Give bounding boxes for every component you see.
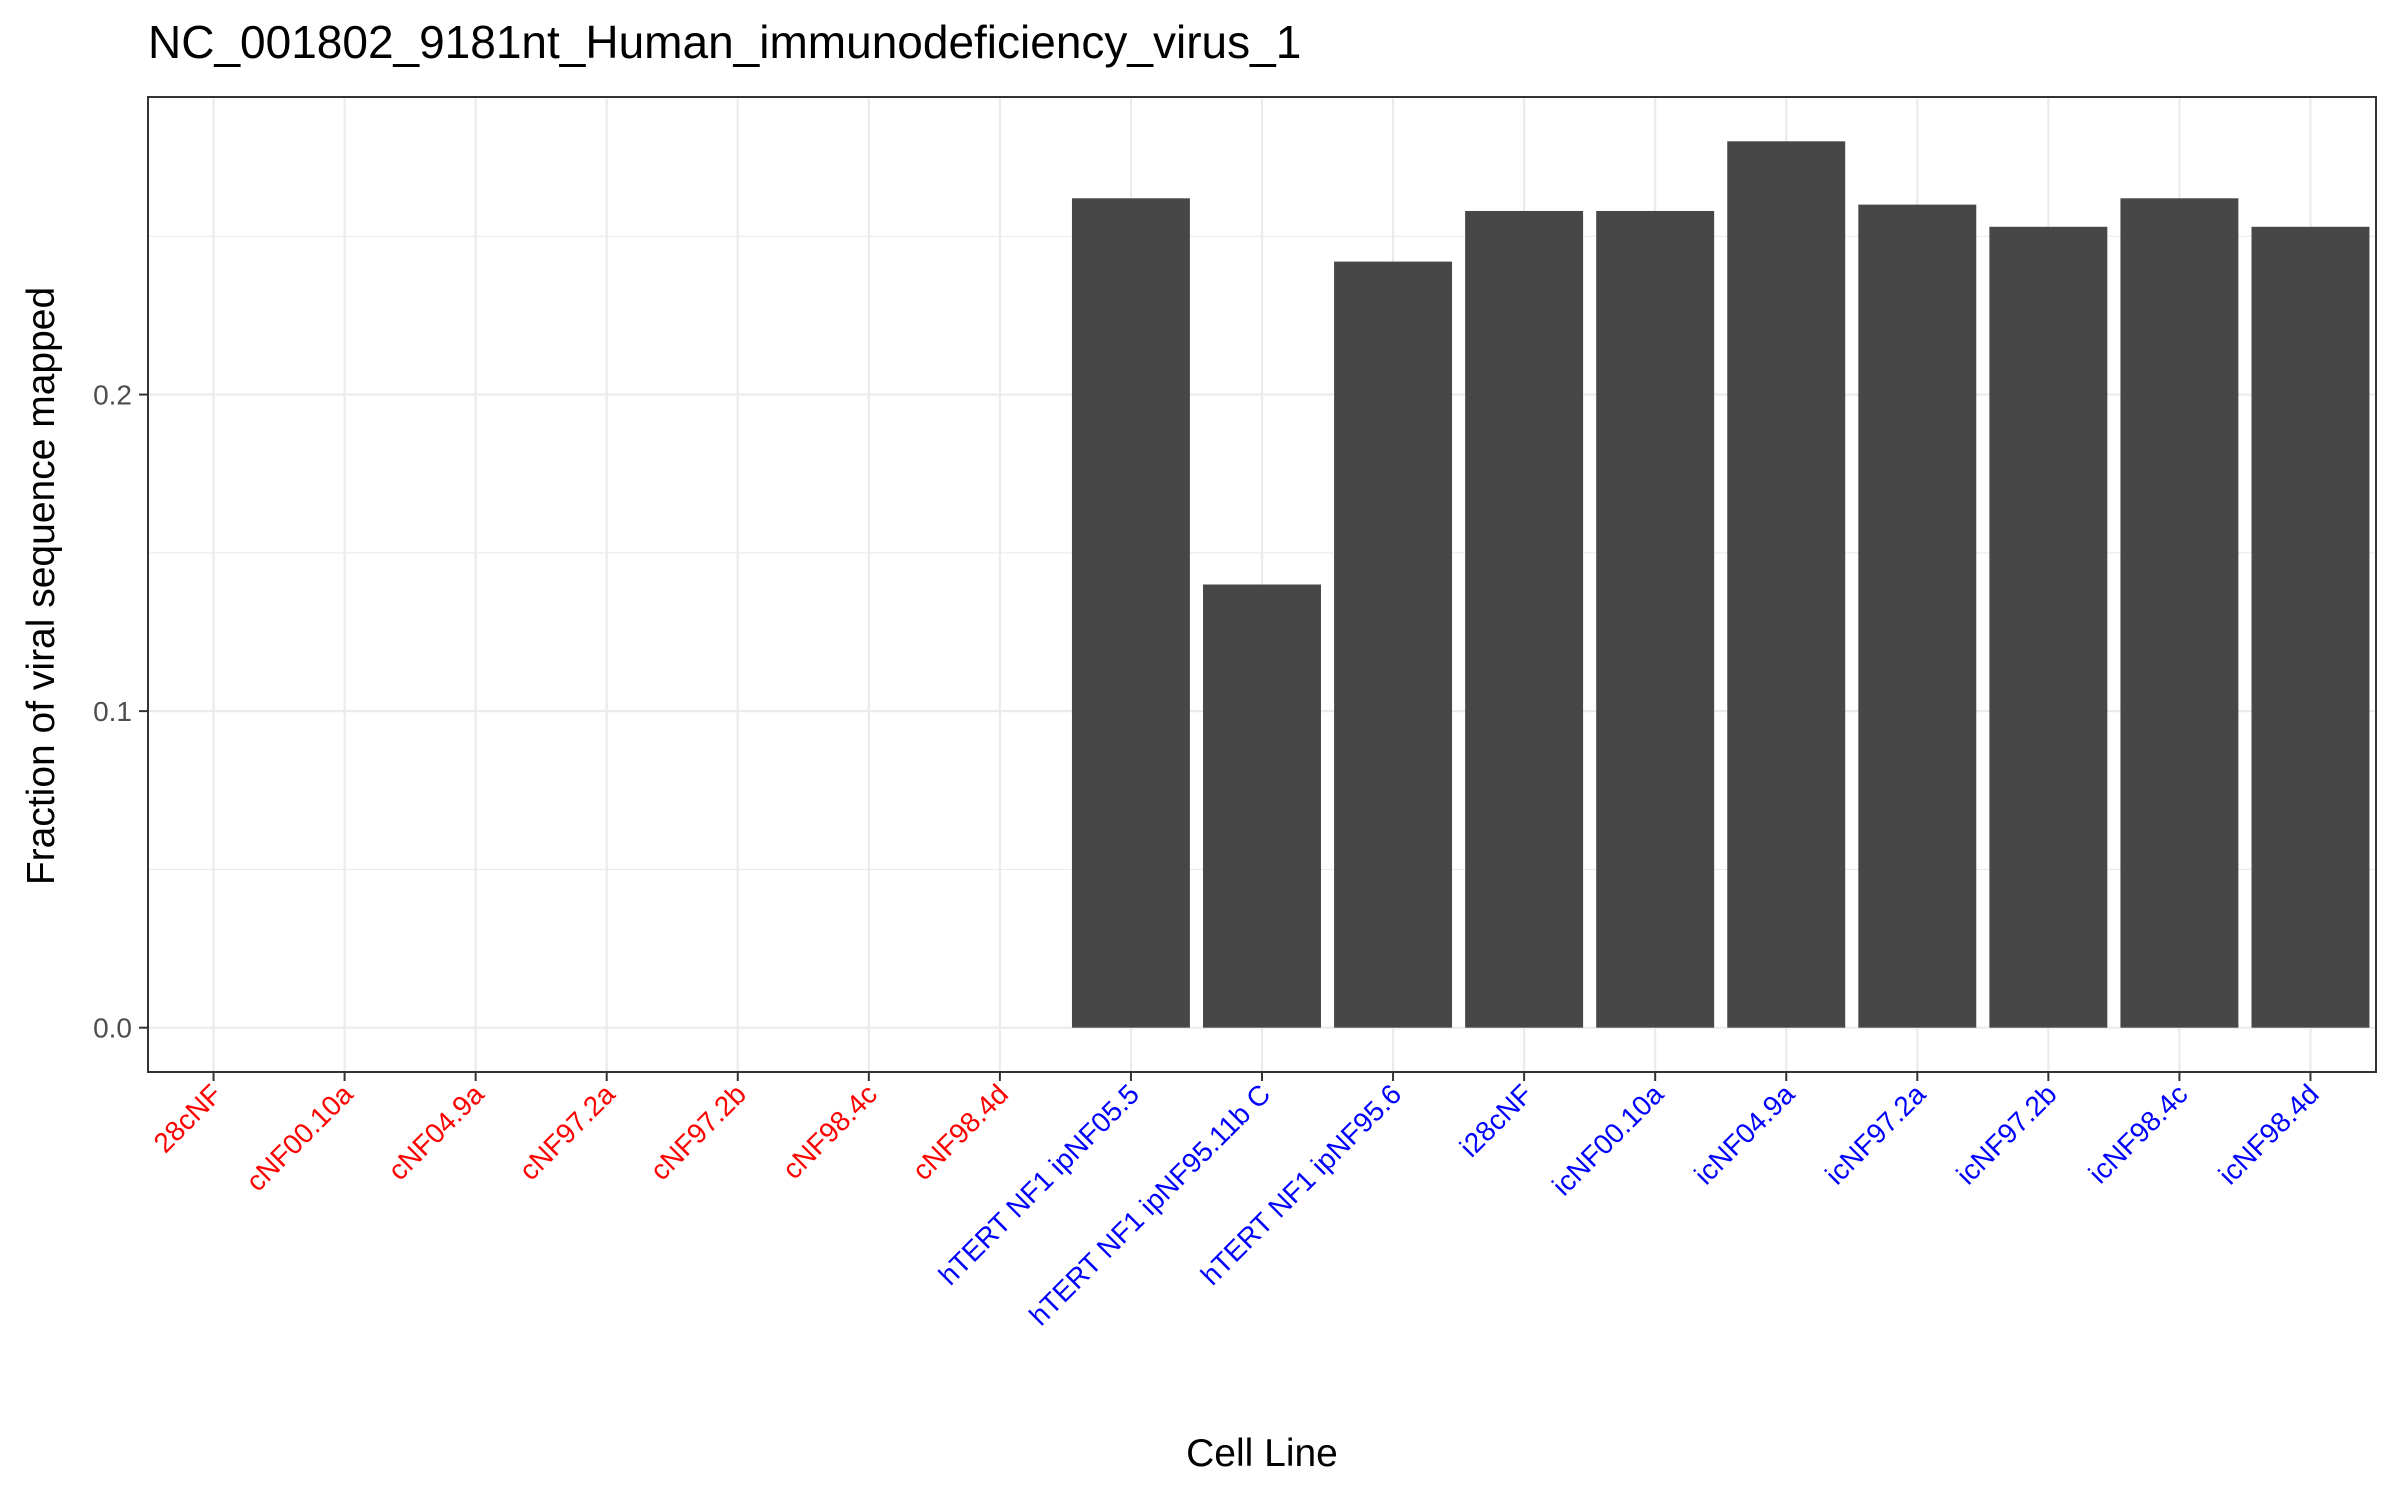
x-axis-title: Cell Line <box>1186 1432 1338 1475</box>
x-tick-label: cNF97.2a <box>513 1078 621 1186</box>
bar <box>1727 141 1846 1028</box>
bars <box>1071 141 2370 1028</box>
x-tick-label: icNF97.2a <box>1819 1078 1931 1190</box>
x-tick-label: icNF00.10a <box>1546 1078 1669 1201</box>
y-tick-label: 0.0 <box>93 1013 132 1044</box>
bar <box>2251 226 2370 1028</box>
x-tick-label: cNF04.9a <box>382 1078 490 1186</box>
x-tick-label: icNF97.2b <box>1950 1078 2062 1190</box>
bar <box>1989 226 2108 1028</box>
bar <box>1071 198 1190 1028</box>
bar <box>1596 210 1715 1028</box>
x-tick-label: cNF98.4c <box>776 1078 883 1185</box>
bar <box>1858 204 1977 1028</box>
bar <box>2120 198 2239 1028</box>
y-tick-label: 0.1 <box>93 696 132 727</box>
y-tick-label: 0.2 <box>93 380 132 411</box>
y-axis: 0.0 0.1 0.2 <box>93 380 148 1044</box>
chart-title: NC_001802_9181nt_Human_immunodeficiency_… <box>148 16 1301 68</box>
bar <box>1465 210 1584 1028</box>
x-tick-label: i28cNF <box>1454 1078 1539 1163</box>
x-tick-label: icNF98.4c <box>2083 1078 2194 1189</box>
x-axis: 28cNF cNF00.10a cNF04.9a cNF97.2a cNF97.2b cN… <box>148 1072 2325 1331</box>
x-tick-label: hTERT NF1 ipNF95.11b C <box>1023 1078 1276 1331</box>
x-tick-label: cNF97.2b <box>644 1078 752 1186</box>
x-tick-label: icNF04.9a <box>1688 1078 1800 1190</box>
x-tick-label: icNF98.4d <box>2213 1078 2325 1190</box>
x-tick-label: cNF00.10a <box>240 1078 359 1197</box>
x-tick-label: 28cNF <box>148 1078 228 1158</box>
y-axis-title: Fraction of viral sequence mapped <box>20 287 63 885</box>
x-tick-label: cNF98.4d <box>906 1078 1014 1186</box>
bar <box>1334 261 1453 1028</box>
bar <box>1203 584 1321 1028</box>
